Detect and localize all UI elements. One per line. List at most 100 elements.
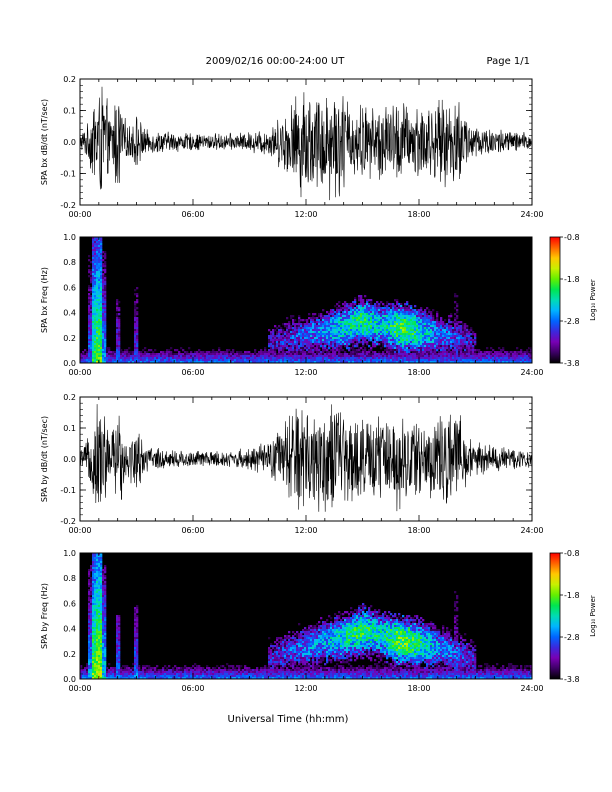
spectrogram-cell: [306, 345, 309, 348]
spectrogram-cell: [500, 355, 503, 358]
spectrogram-cell: [196, 353, 199, 356]
spectrogram-cell: [182, 359, 185, 362]
spectrogram-cell: [386, 361, 389, 364]
spectrogram-cell: [470, 333, 473, 336]
spectrogram-cell: [438, 323, 441, 326]
spectrogram-cell: [362, 351, 365, 354]
spectrogram-cell: [236, 357, 239, 360]
spectrogram-cell: [94, 647, 97, 650]
x-tick-label: 06:00: [181, 368, 204, 377]
spectrogram-cell: [100, 631, 103, 634]
spectrogram-cell: [468, 329, 471, 332]
spectrogram-cell: [104, 315, 107, 318]
spectrogram-cell: [212, 351, 215, 354]
spectrogram-cell: [320, 321, 323, 324]
spectrogram-cell: [96, 569, 99, 572]
spectrogram-cell: [90, 299, 93, 302]
spectrogram-cell: [460, 349, 463, 352]
spectrogram-cell: [116, 671, 119, 674]
spectrogram-cell: [352, 359, 355, 362]
spectrogram-cell: [378, 331, 381, 334]
spectrogram-cell: [378, 303, 381, 306]
spectrogram-cell: [88, 621, 91, 624]
spectrogram-cell: [98, 671, 101, 674]
spectrogram-cell: [96, 291, 99, 294]
spectrogram-cell: [88, 315, 91, 318]
spectrogram-cell: [106, 669, 109, 672]
spectrogram-cell: [292, 347, 295, 350]
spectrogram-cell: [340, 345, 343, 348]
spectrogram-cell: [88, 615, 91, 618]
spectrogram-cell: [232, 355, 235, 358]
spectrogram-cell: [376, 329, 379, 332]
spectrogram-cell: [100, 643, 103, 646]
spectrogram-cell: [286, 317, 289, 320]
spectrogram-cell: [94, 299, 97, 302]
spectrogram-cell: [426, 335, 429, 338]
spectrogram-cell: [166, 359, 169, 362]
spectrogram-cell: [96, 565, 99, 568]
spectrogram-cell: [370, 337, 373, 340]
spectrogram-cell: [100, 657, 103, 660]
spectrogram-cell: [184, 353, 187, 356]
spectrogram-cell: [464, 345, 467, 348]
colorbar-tick-label: -1.8: [564, 275, 580, 284]
spectrogram-cell: [286, 329, 289, 332]
spectrogram-cell: [524, 357, 527, 360]
spectrogram-cell: [422, 339, 425, 342]
spectrogram-cell: [136, 609, 139, 612]
spectrogram-cell: [130, 353, 133, 356]
spectrogram-cell: [102, 331, 105, 334]
spectrogram-cell: [440, 343, 443, 346]
spectrogram-cell: [426, 343, 429, 346]
spectrogram-cell: [406, 339, 409, 342]
spectrogram-cell: [100, 301, 103, 304]
spectrogram-cell: [380, 337, 383, 340]
spectrogram-cell: [346, 359, 349, 362]
spectrogram-cell: [420, 345, 423, 348]
spectrogram-cell: [106, 355, 109, 358]
spectrogram-cell: [428, 339, 431, 342]
spectrogram-cell: [98, 339, 101, 342]
spectrogram-cell: [90, 661, 93, 664]
spectrogram-cell: [210, 357, 213, 360]
spectrogram-cell: [370, 339, 373, 342]
spectrogram-cell: [316, 349, 319, 352]
spectrogram-cell: [416, 317, 419, 320]
spectrogram-cell: [454, 323, 457, 326]
spectrogram-cell: [258, 353, 261, 356]
spectrogram-cell: [196, 351, 199, 354]
y-axis-title: SPA bx Freq (Hz): [40, 267, 49, 333]
spectrogram-cell: [446, 345, 449, 348]
x-tick-label: 24:00: [520, 526, 543, 535]
spectrogram-cell: [82, 355, 85, 358]
spectrogram-cell: [138, 667, 141, 670]
spectrogram-cell: [136, 307, 139, 310]
spectrogram-cell: [134, 657, 137, 660]
spectrogram-cell: [92, 245, 95, 248]
spectrogram-cell: [324, 331, 327, 334]
spectrogram-cell: [418, 353, 421, 356]
spectrogram-cell: [342, 311, 345, 314]
spectrogram-cell: [88, 671, 91, 674]
spectrogram-cell: [410, 337, 413, 340]
spectrogram-cell: [96, 575, 99, 578]
spectrogram-cell: [424, 359, 427, 362]
spectrogram-cell: [378, 329, 381, 332]
spectrogram-cell: [304, 323, 307, 326]
spectrogram-cell: [462, 359, 465, 362]
spectrogram-cell: [370, 309, 373, 312]
spectrogram-cell: [466, 359, 469, 362]
spectrogram-cell: [414, 337, 417, 340]
spectrogram-cell: [94, 265, 97, 268]
spectrogram-cell: [150, 361, 153, 364]
spectrogram-cell: [106, 667, 109, 670]
spectrogram-cell: [394, 321, 397, 324]
spectrogram-cell: [366, 333, 369, 336]
spectrogram-cell: [440, 331, 443, 334]
spectrogram-cell: [294, 341, 297, 344]
spectrogram-cell: [88, 639, 91, 642]
spectrogram-cell: [100, 635, 103, 638]
spectrogram-cell: [416, 323, 419, 326]
spectrogram-cell: [456, 339, 459, 342]
